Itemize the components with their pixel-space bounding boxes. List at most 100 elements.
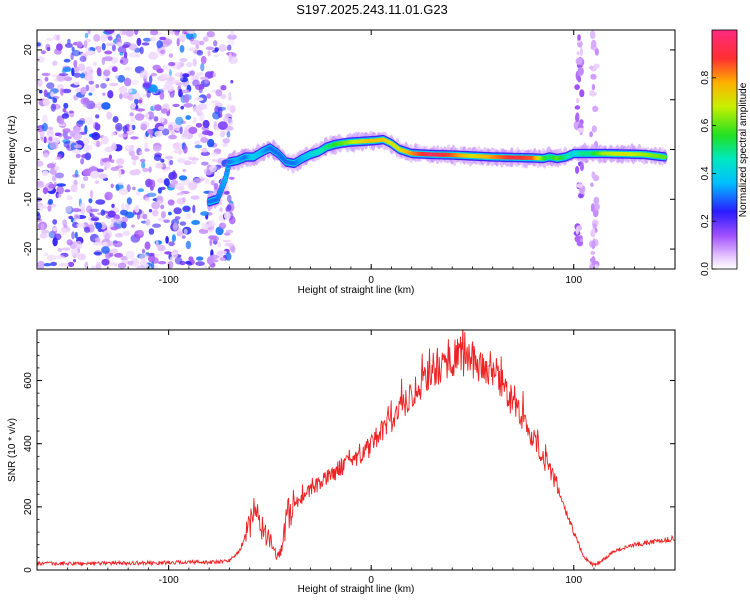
noise-blob xyxy=(185,260,192,265)
noise-blob xyxy=(132,159,137,166)
noise-blob xyxy=(85,84,90,92)
noise-blob xyxy=(119,52,124,56)
noise-blob xyxy=(80,183,85,189)
noise-blob xyxy=(192,79,200,87)
noise-blob xyxy=(75,153,81,159)
noise-blob xyxy=(64,76,73,82)
spectrogram-x-tick-label: 0 xyxy=(368,275,374,286)
noise-blob xyxy=(73,66,80,73)
noise-blob xyxy=(54,166,60,171)
noise-blob xyxy=(54,172,65,179)
noise-blob xyxy=(222,138,230,144)
noise-blob xyxy=(77,253,87,261)
noise-blob xyxy=(73,144,83,149)
noise-blob xyxy=(64,43,73,48)
interference-blob xyxy=(576,241,583,246)
spectrogram-x-axis-title: Height of straight line (km) xyxy=(298,285,415,296)
noise-blob xyxy=(73,213,81,221)
interference-blob xyxy=(589,30,596,40)
noise-blob xyxy=(222,143,229,147)
noise-blob xyxy=(123,77,132,87)
noise-blob xyxy=(196,256,204,261)
noise-blob xyxy=(168,183,176,188)
noise-blob xyxy=(173,207,182,215)
noise-blob xyxy=(212,235,219,242)
noise-blob xyxy=(120,209,128,216)
noise-blob xyxy=(141,248,146,254)
noise-blob xyxy=(110,226,119,231)
noise-blob xyxy=(150,72,158,77)
noise-blob xyxy=(157,126,165,131)
noise-blob xyxy=(175,116,184,126)
noise-blob xyxy=(80,86,87,95)
noise-blob xyxy=(90,213,95,218)
noise-blob xyxy=(217,121,228,130)
noise-blob xyxy=(52,227,58,232)
noise-blob xyxy=(39,232,48,239)
noise-blob xyxy=(204,177,209,184)
snr-x-tick-label: 100 xyxy=(565,575,582,586)
noise-blob xyxy=(154,130,163,138)
noise-blob xyxy=(79,55,87,63)
noise-blob xyxy=(172,103,180,108)
noise-blob xyxy=(130,106,136,113)
noise-blob xyxy=(169,159,174,166)
noise-blob xyxy=(80,97,90,105)
spectrogram-frame xyxy=(36,29,676,270)
noise-blob xyxy=(194,97,204,102)
noise-blob xyxy=(159,36,167,41)
noise-blob xyxy=(183,228,188,235)
noise-blob xyxy=(157,199,162,204)
noise-blob xyxy=(170,93,174,99)
noise-blob xyxy=(95,114,100,119)
noise-blob xyxy=(56,34,60,41)
ridge-core-blob xyxy=(224,173,229,177)
noise-blob xyxy=(47,205,52,212)
noise-blob xyxy=(206,256,214,265)
noise-blob xyxy=(67,261,75,268)
noise-blob xyxy=(129,112,134,117)
noise-blob xyxy=(157,218,165,222)
noise-blob xyxy=(63,102,69,109)
noise-blob xyxy=(37,42,41,47)
interference-blob xyxy=(590,250,596,255)
noise-blob xyxy=(37,160,44,167)
noise-blob xyxy=(102,92,106,96)
noise-blob xyxy=(218,222,227,230)
noise-blob xyxy=(75,87,82,93)
interference-blob xyxy=(577,66,584,76)
noise-blob xyxy=(122,125,128,133)
interference-blob xyxy=(575,165,580,174)
noise-blob xyxy=(194,144,203,149)
noise-blob xyxy=(147,254,156,263)
noise-blob xyxy=(164,251,172,255)
noise-blob xyxy=(157,178,165,184)
noise-blob xyxy=(179,33,189,40)
noise-blob xyxy=(88,198,93,204)
noise-blob xyxy=(170,179,178,185)
noise-blob xyxy=(192,204,196,214)
noise-blob xyxy=(214,102,223,107)
noise-blob xyxy=(93,34,101,42)
noise-blob xyxy=(226,194,232,203)
noise-blob xyxy=(40,223,45,231)
noise-blob xyxy=(176,192,185,196)
noise-blob xyxy=(46,163,56,169)
noise-blob xyxy=(157,261,167,265)
noise-blob xyxy=(205,46,215,51)
noise-blob xyxy=(219,207,223,213)
noise-blob xyxy=(155,240,159,248)
noise-blob xyxy=(180,105,184,110)
noise-blob xyxy=(134,98,139,105)
noise-blob xyxy=(185,240,192,250)
noise-blob xyxy=(94,180,100,184)
noise-blob xyxy=(37,78,43,87)
noise-blob xyxy=(200,151,211,156)
noise-blob xyxy=(192,105,203,113)
noise-blob xyxy=(37,260,45,269)
noise-blob xyxy=(73,259,77,263)
ridge-core xyxy=(207,137,667,204)
noise-blob xyxy=(185,115,192,120)
noise-blob xyxy=(218,250,227,255)
snr-x-tick-label: 0 xyxy=(368,575,374,586)
